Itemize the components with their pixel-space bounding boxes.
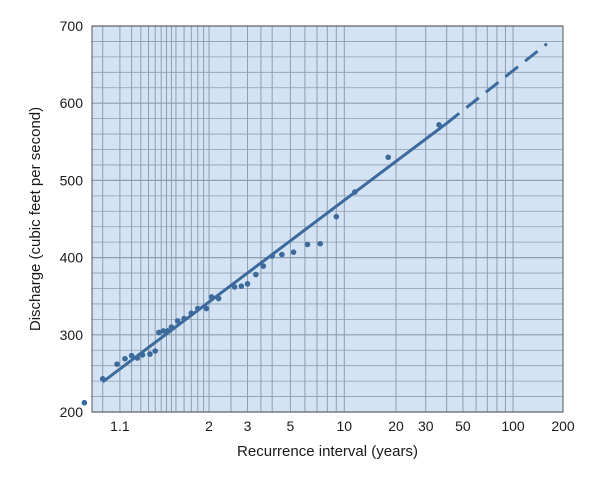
x-tick-label: 10 bbox=[337, 418, 353, 434]
data-point bbox=[352, 189, 358, 195]
data-point bbox=[436, 122, 442, 128]
x-tick-labels: 1.1 2 3 5 10 20 30 50 100 200 bbox=[110, 418, 575, 434]
data-point bbox=[317, 240, 324, 247]
data-point bbox=[238, 283, 245, 289]
y-tick-label: 500 bbox=[60, 172, 84, 188]
data-point bbox=[260, 263, 267, 269]
x-tick-label: 200 bbox=[551, 418, 575, 434]
x-tick-label: 3 bbox=[244, 418, 252, 434]
data-point bbox=[244, 281, 251, 287]
data-point bbox=[164, 328, 171, 334]
data-point bbox=[253, 271, 259, 278]
x-tick-label: 30 bbox=[418, 418, 434, 434]
data-point bbox=[279, 251, 285, 258]
fit-line bbox=[101, 122, 448, 384]
x-tick-label: 5 bbox=[287, 418, 295, 434]
data-point bbox=[122, 355, 128, 362]
data-point bbox=[269, 253, 275, 259]
data-point bbox=[385, 154, 392, 161]
data-point bbox=[160, 328, 167, 334]
data-point bbox=[304, 241, 311, 248]
extrapolation-line bbox=[445, 42, 548, 125]
plot-border bbox=[91, 25, 564, 413]
y-tick-label: 400 bbox=[60, 250, 84, 266]
data-point bbox=[152, 348, 159, 354]
y-tick-label: 300 bbox=[60, 327, 84, 343]
x-axis-title: Recurrence interval (years) bbox=[237, 443, 418, 460]
x-tick-label: 1.1 bbox=[110, 418, 130, 434]
data-point bbox=[114, 361, 120, 367]
x-tick-label: 20 bbox=[388, 418, 404, 434]
x-tick-label: 50 bbox=[455, 418, 471, 434]
data-point bbox=[208, 294, 215, 300]
data-point bbox=[81, 399, 88, 406]
data-point bbox=[194, 305, 201, 312]
data-point bbox=[290, 249, 297, 255]
data-point bbox=[333, 213, 340, 220]
data-point bbox=[147, 351, 153, 357]
y-tick-label: 200 bbox=[60, 404, 84, 420]
data-point bbox=[203, 305, 210, 312]
data-point bbox=[99, 376, 106, 382]
data-point bbox=[156, 329, 162, 336]
data-point bbox=[174, 318, 181, 324]
data-point bbox=[181, 315, 187, 322]
y-axis-title: Discharge (cubic feet per second) bbox=[27, 107, 44, 331]
x-tick-label: 2 bbox=[205, 418, 213, 434]
data-points bbox=[81, 122, 442, 406]
data-point bbox=[128, 352, 135, 359]
data-point bbox=[139, 352, 146, 358]
y-tick-label: 600 bbox=[60, 95, 84, 111]
data-point bbox=[215, 295, 222, 302]
data-point bbox=[188, 310, 195, 316]
y-tick-label: 700 bbox=[60, 18, 84, 34]
data-point bbox=[168, 324, 175, 330]
y-tick-labels: 200 300 400 500 600 700 bbox=[60, 18, 84, 420]
data-point bbox=[231, 284, 238, 290]
x-tick-label: 100 bbox=[501, 418, 525, 434]
data-point bbox=[134, 355, 141, 361]
